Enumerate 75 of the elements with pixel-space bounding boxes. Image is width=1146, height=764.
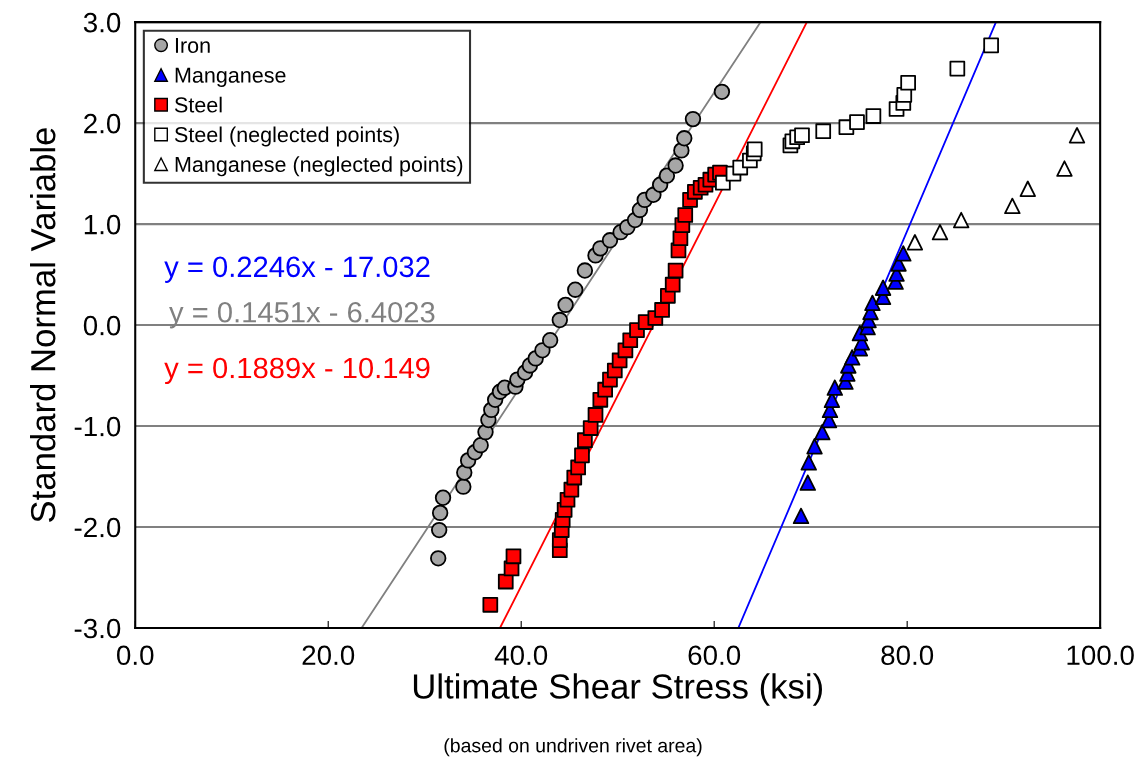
point: [746, 141, 763, 158]
point: [576, 262, 594, 279]
point: [667, 157, 684, 174]
point: [430, 550, 447, 567]
point: [482, 596, 499, 613]
point: [658, 167, 676, 184]
point: [874, 279, 892, 296]
point: [843, 349, 861, 366]
y-tick-label: 1.0: [84, 214, 121, 235]
point: [582, 420, 599, 436]
point: [906, 234, 924, 251]
point: [551, 311, 568, 329]
point: [667, 262, 684, 279]
point: [815, 123, 832, 140]
point: [1019, 180, 1036, 197]
point: [1056, 160, 1073, 177]
point: [601, 232, 619, 249]
x-tick-label: 0.0: [117, 645, 154, 666]
point: [814, 423, 831, 441]
x-tick-label: 60.0: [688, 645, 741, 666]
point: [472, 437, 489, 454]
point: [713, 83, 731, 101]
point: [865, 108, 882, 124]
y-tick-label: 3.0: [83, 12, 121, 33]
point: [849, 114, 865, 130]
x-tick-label: 80.0: [881, 645, 934, 666]
point: [677, 207, 694, 223]
point: [654, 302, 670, 318]
legend-label: Manganese: [175, 67, 286, 88]
y-axis-title: Standard Normal Variable: [30, 128, 56, 522]
x-axis-title: Ultimate Shear Stress (ksi): [413, 673, 822, 706]
y-tick-label: -1.0: [74, 416, 121, 437]
point: [799, 474, 816, 491]
y-tick-label: 2.0: [84, 113, 121, 134]
point: [497, 573, 514, 590]
point: [1004, 197, 1021, 215]
annotation: y = 0.1889x - 10.149: [164, 357, 430, 385]
legend-label: Iron: [175, 38, 210, 54]
legend-label: Steel: [174, 96, 222, 113]
point: [664, 276, 681, 293]
legend-label: Manganese (neglected points): [175, 156, 463, 177]
x-tick-label: 100.0: [1067, 645, 1134, 666]
point: [434, 489, 452, 506]
point: [541, 332, 559, 349]
point: [430, 521, 448, 539]
y-tick-label: -3.0: [74, 618, 121, 639]
point: [431, 504, 449, 522]
point: [574, 447, 590, 464]
point: [1068, 127, 1086, 144]
point: [557, 296, 574, 314]
point: [567, 281, 584, 298]
point: [949, 60, 966, 77]
legend-label: Steel (neglected points): [174, 126, 399, 147]
point: [931, 223, 949, 241]
point: [953, 211, 970, 229]
text: (based on undriven rivet area): [444, 738, 702, 757]
point: [800, 454, 817, 471]
point: [864, 294, 881, 312]
annotation: y = 0.2246x - 17.032: [164, 256, 430, 283]
point: [983, 37, 999, 54]
y-tick-label: 0.0: [83, 315, 121, 336]
point: [826, 379, 843, 396]
point: [806, 438, 823, 455]
point: [792, 507, 810, 525]
point: [684, 110, 702, 128]
point: [505, 548, 522, 565]
y-tick-label: -2.0: [74, 517, 121, 538]
point: [900, 74, 916, 91]
point: [455, 478, 472, 495]
point: [794, 127, 810, 144]
x-tick-label: 20.0: [302, 645, 355, 666]
point: [587, 407, 604, 423]
x-tick-label: 40.0: [494, 645, 548, 666]
point: [895, 245, 912, 262]
point: [676, 130, 693, 147]
